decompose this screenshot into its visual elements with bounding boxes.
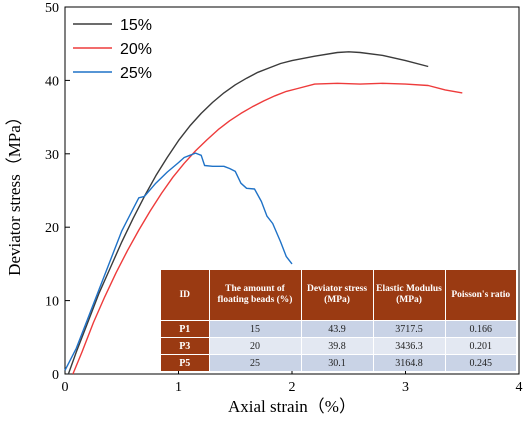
x-tick-label: 0 (62, 380, 69, 395)
x-tick-label: 2 (289, 380, 296, 395)
table-row: P1 15 43.9 3717.5 0.166 (161, 320, 516, 338)
table-cell: 25 (209, 354, 302, 371)
table-cell: 0.245 (445, 354, 516, 371)
table-cell: 43.9 (301, 320, 374, 338)
table-cell: 30.1 (301, 354, 374, 371)
legend-label: 25% (120, 65, 152, 82)
x-tick-label: 4 (516, 380, 523, 395)
table-cell: 3436.3 (373, 337, 446, 355)
table-id-cell: P3 (161, 337, 210, 355)
x-axis-ticks: 0 1 2 3 4 (62, 369, 523, 395)
table-cell: 3717.5 (373, 320, 446, 338)
y-tick-label: 30 (45, 148, 59, 163)
table-row: P3 20 39.8 3436.3 0.201 (161, 337, 516, 355)
table-header-row: ID The amount of floating beads (%) Deviat… (161, 270, 516, 321)
table-header-cell: Elastic Modulus (MPa) (373, 270, 446, 321)
legend-label: 15% (120, 17, 152, 34)
series-line-20pct (72, 82, 463, 375)
y-axis-ticks: 0 10 20 30 40 50 (45, 1, 70, 383)
table-cell: 0.201 (445, 337, 516, 355)
series-line-15pct (67, 51, 429, 375)
table-id-cell: P1 (161, 320, 210, 338)
y-tick-label: 0 (52, 368, 59, 383)
table-cell: 20 (209, 337, 302, 355)
x-tick-label: 1 (175, 380, 182, 395)
y-tick-label: 40 (45, 74, 59, 89)
table-cell: 3164.8 (373, 354, 446, 371)
legend: 15% 20% 25% (73, 17, 152, 82)
series-line-25pct (64, 152, 293, 371)
table-header-cell: The amount of floating beads (%) (209, 270, 302, 321)
y-tick-label: 10 (45, 295, 59, 310)
table-header-cell: Poisson's ratio (445, 270, 516, 321)
table-body: P1 15 43.9 3717.5 0.166 P3 20 39.8 3436.3 0.201 P5… (161, 320, 516, 371)
y-tick-label: 50 (45, 1, 59, 16)
table-header-cell: Deviator stress (MPa) (301, 270, 374, 321)
x-tick-label: 3 (402, 380, 409, 395)
table-header-cell: ID (161, 270, 210, 321)
table-cell: 15 (209, 320, 302, 338)
table-id-cell: P5 (161, 354, 210, 371)
table-cell: 0.166 (445, 320, 516, 338)
results-table: ID The amount of floating beads (%) Deviat… (161, 270, 516, 371)
y-axis-title: Deviator stress（MPa） (5, 108, 24, 276)
x-axis-title: Axial strain（%） (228, 397, 356, 416)
table-row: P5 25 30.1 3164.8 0.245 (161, 354, 516, 371)
series-layer (64, 51, 463, 375)
table-cell: 39.8 (301, 337, 374, 355)
legend-label: 20% (120, 41, 152, 58)
y-tick-label: 20 (45, 221, 59, 236)
